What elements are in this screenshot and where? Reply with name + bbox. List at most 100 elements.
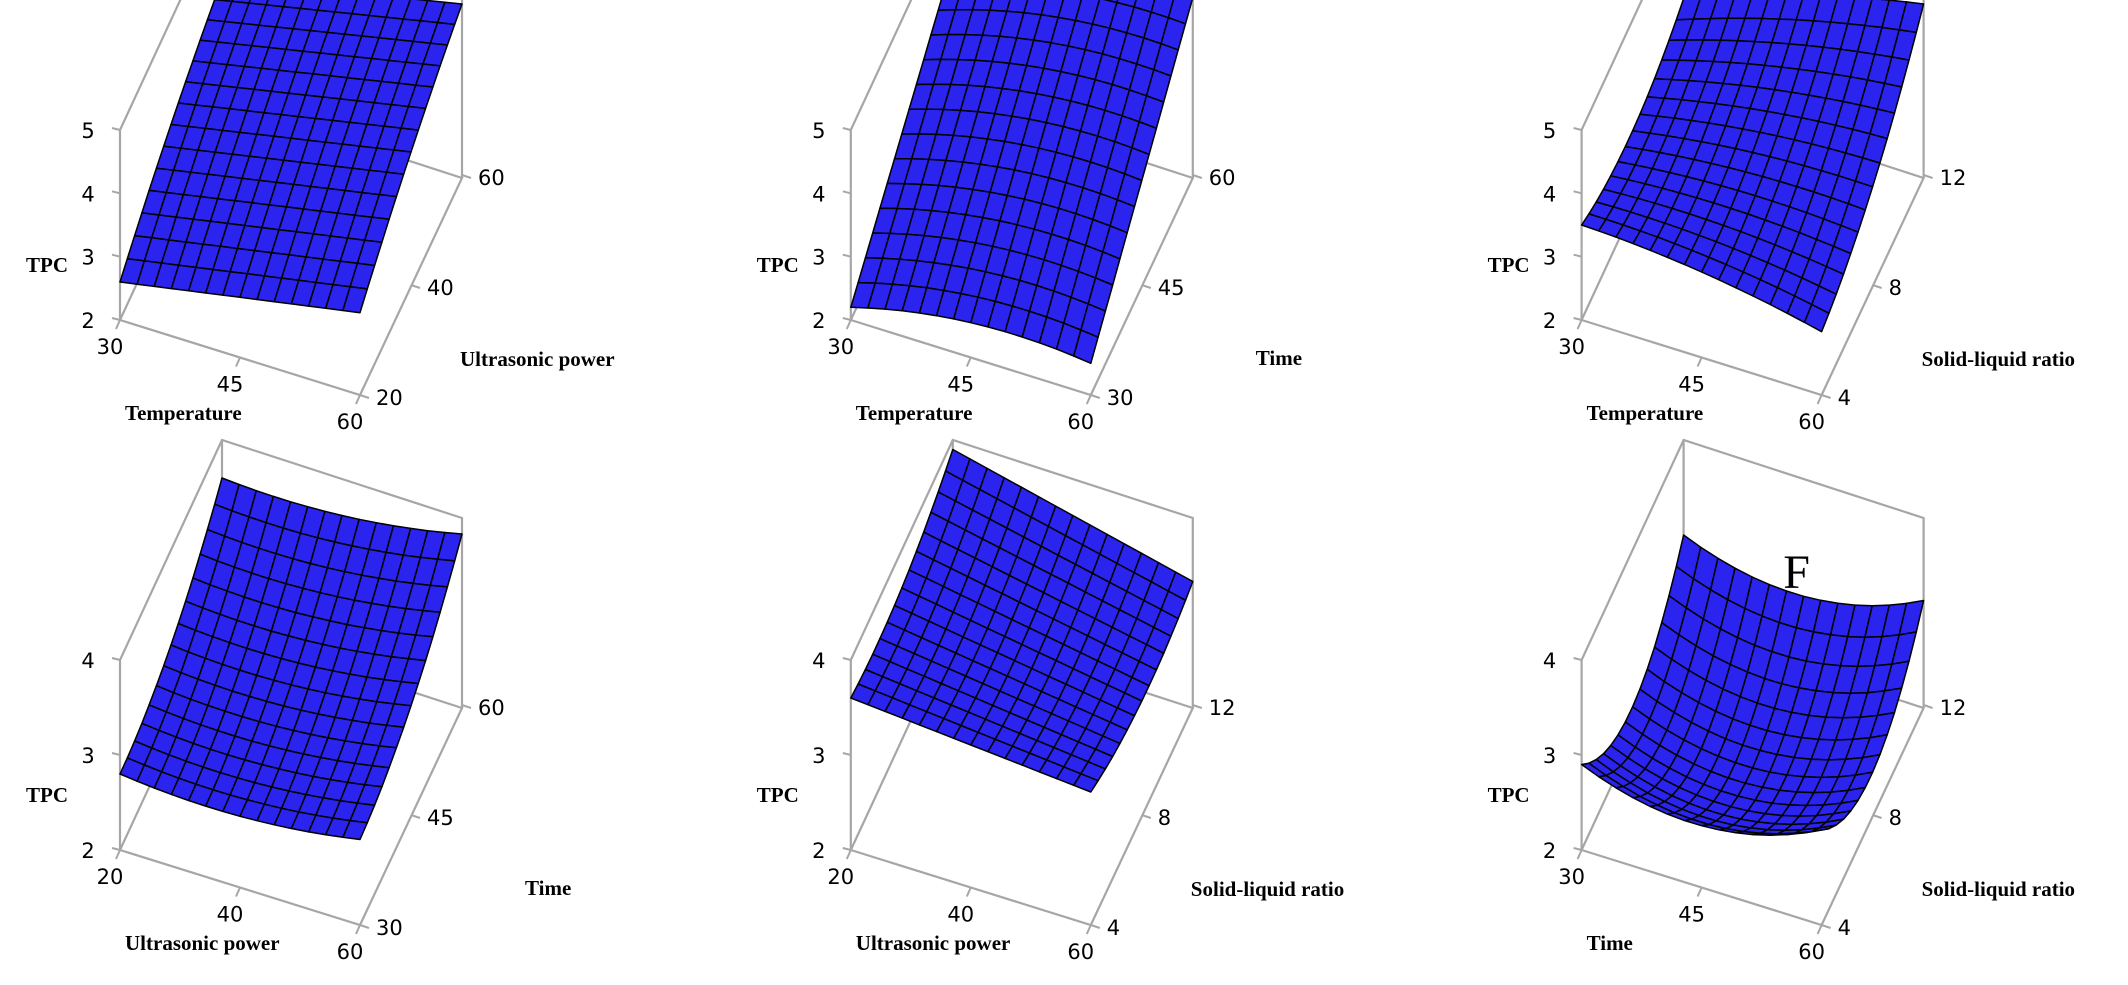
x-axis-title: Temperature — [1587, 401, 1704, 425]
x-tick-mark — [115, 319, 121, 330]
z-tick-mark — [842, 190, 852, 195]
y-tick-label: 20 — [376, 386, 403, 410]
panel-a: 2345TPC304560Temperature204060Ultrasonic… — [26, 0, 615, 434]
y-axis-title: Time — [1256, 346, 1302, 370]
y-tick-mark — [1141, 284, 1152, 289]
x-tick-label: 60 — [1798, 410, 1825, 434]
z-tick-label: 2 — [812, 309, 825, 333]
y-tick-label: 12 — [1940, 166, 1967, 190]
z-axis-title: TPC — [1488, 783, 1530, 807]
x-tick-mark — [1696, 887, 1703, 897]
x-tick-label: 20 — [827, 865, 854, 889]
x-tick-label: 60 — [337, 940, 364, 964]
x-tick-mark — [235, 887, 241, 897]
surface-cell — [342, 819, 369, 841]
y-tick-mark — [1872, 284, 1882, 289]
y-tick-mark — [1923, 174, 1933, 179]
x-tick-label: 45 — [217, 373, 244, 397]
z-axis-title: TPC — [26, 253, 68, 277]
z-tick-label: 3 — [81, 744, 94, 768]
x-tick-mark — [355, 924, 361, 935]
z-tick-mark — [842, 847, 852, 851]
z-tick-mark — [111, 253, 121, 258]
y-tick-mark — [1923, 704, 1933, 709]
z-tick-label: 3 — [812, 744, 825, 768]
x-tick-mark — [1085, 924, 1092, 935]
z-axis-title: TPC — [757, 253, 799, 277]
y-tick-mark — [1872, 814, 1882, 819]
y-tick-mark — [1192, 704, 1203, 709]
y-tick-label: 60 — [1209, 166, 1236, 190]
x-tick-mark — [355, 394, 361, 405]
y-tick-mark — [410, 814, 421, 819]
x-tick-mark — [235, 357, 241, 367]
y-tick-mark — [1090, 394, 1101, 399]
x-tick-mark — [1576, 319, 1583, 330]
y-tick-label: 4 — [1838, 386, 1851, 410]
x-tick-mark — [1696, 357, 1703, 367]
z-tick-label: 4 — [81, 182, 94, 206]
z-tick-label: 3 — [81, 246, 94, 270]
y-axis-title: Solid-liquid ratio — [1922, 347, 2075, 371]
z-tick-mark — [1573, 253, 1582, 258]
surface-cell — [1072, 773, 1099, 793]
z-tick-mark — [111, 847, 121, 851]
z-tick-mark — [111, 752, 121, 756]
surface-cell — [1072, 329, 1099, 365]
y-tick-label: 40 — [427, 276, 454, 300]
z-tick-label: 4 — [1543, 182, 1556, 206]
y-tick-mark — [410, 284, 421, 289]
y-tick-mark — [1090, 924, 1101, 929]
z-tick-mark — [111, 190, 121, 195]
surface — [119, 0, 463, 314]
panel-e: 2 3 4 TPC 20 40 60 Ultrasonic power 4 8 12 Solid-li… — [757, 438, 1344, 964]
x-tick-mark — [1576, 849, 1583, 860]
surface — [850, 448, 1194, 793]
z-tick-mark — [842, 657, 852, 661]
z-tick-mark — [1573, 190, 1582, 195]
y-tick-mark — [1192, 174, 1203, 179]
y-axis-title: Solid-liquid ratio — [1922, 877, 2075, 901]
z-tick-label: 2 — [1543, 309, 1556, 333]
z-tick-label: 5 — [1543, 119, 1556, 143]
x-tick-label: 30 — [97, 335, 124, 359]
x-tick-label: 60 — [1798, 940, 1825, 964]
z-tick-mark — [1573, 847, 1582, 851]
x-tick-label: 45 — [1678, 373, 1705, 397]
x-tick-label: 40 — [217, 903, 244, 927]
z-tick-label: 4 — [812, 182, 825, 206]
x-tick-label: 60 — [1067, 410, 1094, 434]
surface — [850, 0, 1193, 365]
y-tick-label: 4 — [1107, 916, 1120, 940]
panel-c: 2345TPC304560Temperature4812Solid-liquid… — [1488, 0, 2075, 434]
x-axis-title: Time — [1587, 931, 1633, 955]
z-tick-label: 3 — [812, 246, 825, 270]
x-axis-title: Ultrasonic power — [125, 931, 280, 955]
y-tick-label: 8 — [1889, 806, 1902, 830]
y-tick-label: 45 — [1158, 276, 1185, 300]
x-tick-mark — [1816, 394, 1823, 405]
y-axis-title: Time — [525, 876, 571, 900]
z-tick-label: 3 — [1543, 246, 1556, 270]
y-tick-label: 12 — [1209, 696, 1236, 720]
x-tick-mark — [115, 849, 121, 860]
z-tick-mark — [842, 752, 852, 756]
y-axis-title: Solid-liquid ratio — [1191, 877, 1344, 901]
y-tick-label: 45 — [427, 806, 454, 830]
surface — [1580, 534, 1925, 836]
z-tick-label: 2 — [81, 309, 94, 333]
x-tick-mark — [1085, 394, 1092, 405]
x-tick-label: 60 — [1067, 940, 1094, 964]
z-tick-mark — [111, 657, 121, 661]
z-tick-label: 3 — [1543, 744, 1556, 768]
panel-letter: F — [1783, 546, 1810, 599]
x-tick-label: 30 — [1558, 865, 1585, 889]
z-tick-label: 5 — [812, 119, 825, 143]
z-tick-mark — [111, 317, 121, 321]
x-tick-label: 20 — [97, 865, 124, 889]
y-tick-mark — [1141, 814, 1152, 819]
y-tick-label: 8 — [1889, 276, 1902, 300]
x-tick-mark — [965, 887, 972, 897]
